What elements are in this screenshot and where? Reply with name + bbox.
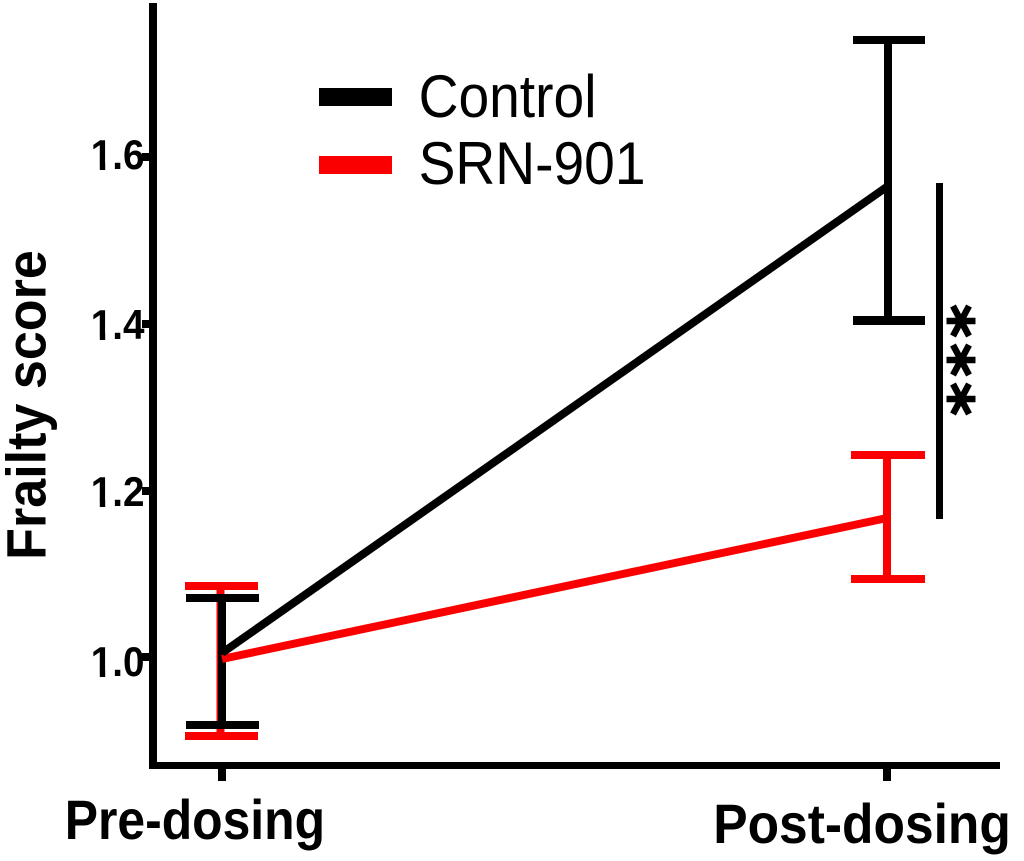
svg-text:1.6: 1.6 bbox=[91, 130, 145, 178]
svg-text:1.2: 1.2 bbox=[91, 467, 145, 515]
svg-text:Control: Control bbox=[419, 64, 597, 131]
svg-text:1.4: 1.4 bbox=[91, 300, 145, 348]
svg-text:Frailty score: Frailty score bbox=[0, 250, 58, 560]
svg-text:1.0: 1.0 bbox=[91, 637, 145, 685]
svg-text:SRN-901: SRN-901 bbox=[419, 131, 646, 198]
svg-text:Pre-dosing: Pre-dosing bbox=[65, 789, 325, 851]
svg-text:Post-dosing: Post-dosing bbox=[713, 793, 1011, 855]
